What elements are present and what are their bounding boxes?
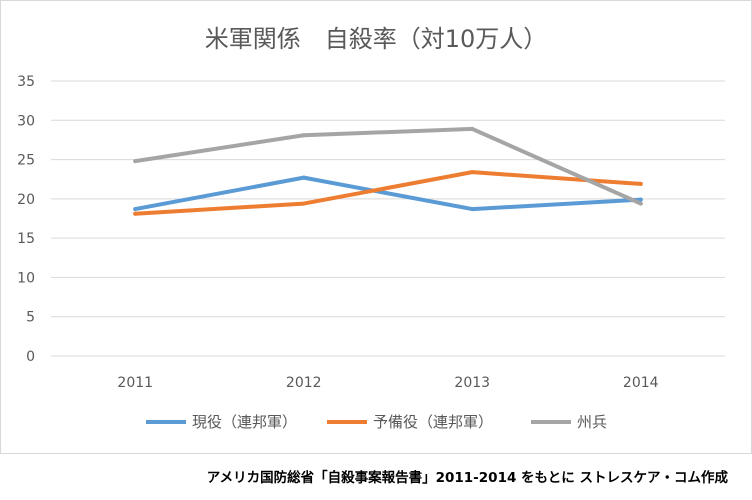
series-line-0 — [133, 175, 643, 212]
chart-frame: 米軍関係 自殺率（対10万人） 0 5 10 15 20 25 30 35 2011 2012 2… — [0, 0, 752, 454]
y-tick-label: 15 — [17, 231, 35, 247]
data-point — [470, 170, 475, 175]
legend: 現役（連邦軍） 予備役（連邦軍） 州兵 — [146, 413, 607, 431]
y-tick-label: 35 — [17, 74, 35, 90]
data-point — [133, 159, 138, 164]
series-line-2 — [133, 126, 643, 206]
y-tick-label: 30 — [17, 113, 35, 129]
x-tick-label: 2011 — [117, 375, 153, 391]
series-line-1 — [133, 170, 643, 216]
y-tick-label: 0 — [26, 349, 35, 365]
legend-label: 現役（連邦軍） — [192, 413, 297, 431]
data-point — [301, 175, 306, 180]
y-tick-label: 5 — [26, 310, 35, 326]
x-tick-label: 2014 — [623, 375, 659, 391]
source-note: アメリカ国防総省「自殺事案報告書」2011-2014 をもとに ストレスケア・コ… — [206, 470, 728, 486]
legend-label: 州兵 — [577, 413, 607, 431]
data-point — [133, 211, 138, 216]
data-point — [638, 197, 643, 202]
series-lines — [133, 126, 643, 216]
data-point — [638, 201, 643, 206]
data-point — [638, 181, 643, 186]
legend-label: 予備役（連邦軍） — [373, 413, 493, 431]
x-tick-label: 2012 — [286, 375, 322, 391]
gridlines — [51, 80, 725, 357]
y-axis-ticks: 0 5 10 15 20 25 30 35 — [17, 74, 35, 365]
y-tick-label: 20 — [17, 192, 35, 208]
data-point — [301, 133, 306, 138]
data-point — [133, 207, 138, 212]
y-tick-label: 10 — [17, 270, 35, 286]
data-point — [301, 201, 306, 206]
y-tick-label: 25 — [17, 153, 35, 169]
chart-title: 米軍関係 自殺率（対10万人） — [205, 25, 548, 53]
data-point — [470, 207, 475, 212]
x-tick-label: 2013 — [454, 375, 490, 391]
x-axis-ticks: 2011 2012 2013 2014 — [117, 375, 658, 391]
data-point — [470, 126, 475, 131]
